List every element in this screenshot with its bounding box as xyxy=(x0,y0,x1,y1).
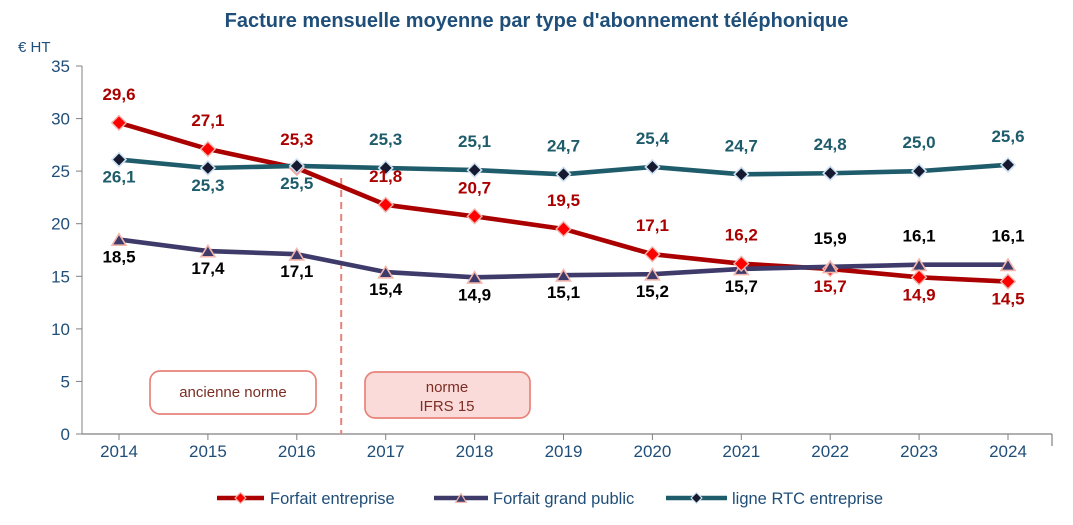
svg-text:24,7: 24,7 xyxy=(547,136,580,155)
svg-text:25,1: 25,1 xyxy=(458,132,491,151)
svg-text:25,3: 25,3 xyxy=(191,176,224,195)
svg-text:15,7: 15,7 xyxy=(725,277,758,296)
svg-text:15: 15 xyxy=(51,267,70,286)
svg-text:25,4: 25,4 xyxy=(636,129,670,148)
svg-text:18,5: 18,5 xyxy=(102,248,135,267)
svg-text:2024: 2024 xyxy=(989,442,1027,461)
svg-text:Forfait entreprise: Forfait entreprise xyxy=(270,490,395,508)
svg-text:29,6: 29,6 xyxy=(102,85,135,104)
svg-text:25,3: 25,3 xyxy=(280,130,313,149)
svg-text:0: 0 xyxy=(61,425,70,444)
svg-text:21,8: 21,8 xyxy=(369,167,402,186)
svg-text:26,1: 26,1 xyxy=(102,168,135,187)
svg-text:2020: 2020 xyxy=(633,442,671,461)
svg-text:25,3: 25,3 xyxy=(369,130,402,149)
svg-text:2014: 2014 xyxy=(100,442,138,461)
svg-text:2023: 2023 xyxy=(900,442,938,461)
svg-text:30: 30 xyxy=(51,110,70,129)
svg-text:15,9: 15,9 xyxy=(814,229,847,248)
svg-text:15,7: 15,7 xyxy=(814,277,847,296)
svg-text:2018: 2018 xyxy=(456,442,494,461)
svg-text:14,5: 14,5 xyxy=(991,290,1024,309)
svg-text:15,1: 15,1 xyxy=(547,283,580,302)
svg-text:17,4: 17,4 xyxy=(191,259,225,278)
svg-text:10: 10 xyxy=(51,320,70,339)
svg-text:25,6: 25,6 xyxy=(991,127,1024,146)
svg-text:24,8: 24,8 xyxy=(814,135,847,154)
svg-text:2022: 2022 xyxy=(811,442,849,461)
svg-text:19,5: 19,5 xyxy=(547,191,580,210)
svg-text:norme: norme xyxy=(426,379,469,396)
svg-text:16,1: 16,1 xyxy=(991,227,1024,246)
svg-text:16,1: 16,1 xyxy=(903,227,936,246)
svg-text:14,9: 14,9 xyxy=(903,285,936,304)
svg-text:25,0: 25,0 xyxy=(903,133,936,152)
svg-text:IFRS 15: IFRS 15 xyxy=(419,398,474,415)
svg-text:17,1: 17,1 xyxy=(636,216,669,235)
svg-text:2017: 2017 xyxy=(367,442,405,461)
svg-text:2021: 2021 xyxy=(722,442,760,461)
svg-text:Forfait grand public: Forfait grand public xyxy=(493,490,634,508)
svg-text:15,4: 15,4 xyxy=(369,280,403,299)
svg-text:14,9: 14,9 xyxy=(458,285,491,304)
svg-text:35: 35 xyxy=(51,57,70,76)
svg-text:25: 25 xyxy=(51,162,70,181)
svg-text:20: 20 xyxy=(51,215,70,234)
svg-text:16,2: 16,2 xyxy=(725,226,758,245)
svg-text:2015: 2015 xyxy=(189,442,227,461)
svg-text:17,1: 17,1 xyxy=(280,262,313,281)
svg-text:ancienne norme: ancienne norme xyxy=(179,384,287,401)
svg-text:2016: 2016 xyxy=(278,442,316,461)
svg-text:25,5: 25,5 xyxy=(280,174,313,193)
svg-text:ligne RTC entreprise: ligne RTC entreprise xyxy=(732,490,883,508)
svg-text:24,7: 24,7 xyxy=(725,136,758,155)
svg-text:5: 5 xyxy=(61,372,70,391)
svg-text:2019: 2019 xyxy=(545,442,583,461)
svg-text:27,1: 27,1 xyxy=(191,111,224,130)
svg-text:15,2: 15,2 xyxy=(636,282,669,301)
svg-text:€ HT: € HT xyxy=(18,39,51,56)
svg-text:20,7: 20,7 xyxy=(458,178,491,197)
